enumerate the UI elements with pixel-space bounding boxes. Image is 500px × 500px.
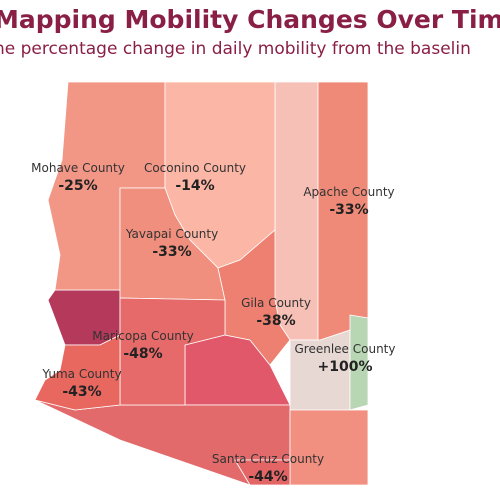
title: Mapping Mobility Changes Over Time [0, 5, 500, 34]
county-value: -33% [329, 202, 368, 218]
subtitle: he percentage change in daily mobility f… [0, 39, 471, 59]
county-value: -44% [248, 469, 287, 485]
county-name: Santa Cruz County [212, 452, 324, 466]
county-value: -25% [58, 178, 97, 194]
county-name: Yavapai County [125, 227, 218, 241]
county-value: -38% [256, 313, 295, 329]
county-name: Apache County [303, 185, 394, 199]
county-name: Mohave County [31, 161, 125, 175]
county-name: Gila County [241, 296, 311, 310]
county-value: -43% [62, 384, 101, 400]
county-name: Maricopa County [92, 329, 193, 343]
county-value: -48% [123, 346, 162, 362]
county-shape [234, 459, 291, 486]
unlabeled-counties [34, 81, 369, 486]
county-shape [289, 409, 369, 486]
county-shape [349, 314, 369, 411]
county-name: Coconino County [144, 161, 246, 175]
county-shape [34, 334, 121, 411]
county-value: -33% [152, 244, 191, 260]
county-value: +100% [318, 359, 373, 375]
county-name: Yuma County [41, 367, 121, 381]
county-value: -14% [175, 178, 214, 194]
county-name: Greenlee County [295, 342, 396, 356]
